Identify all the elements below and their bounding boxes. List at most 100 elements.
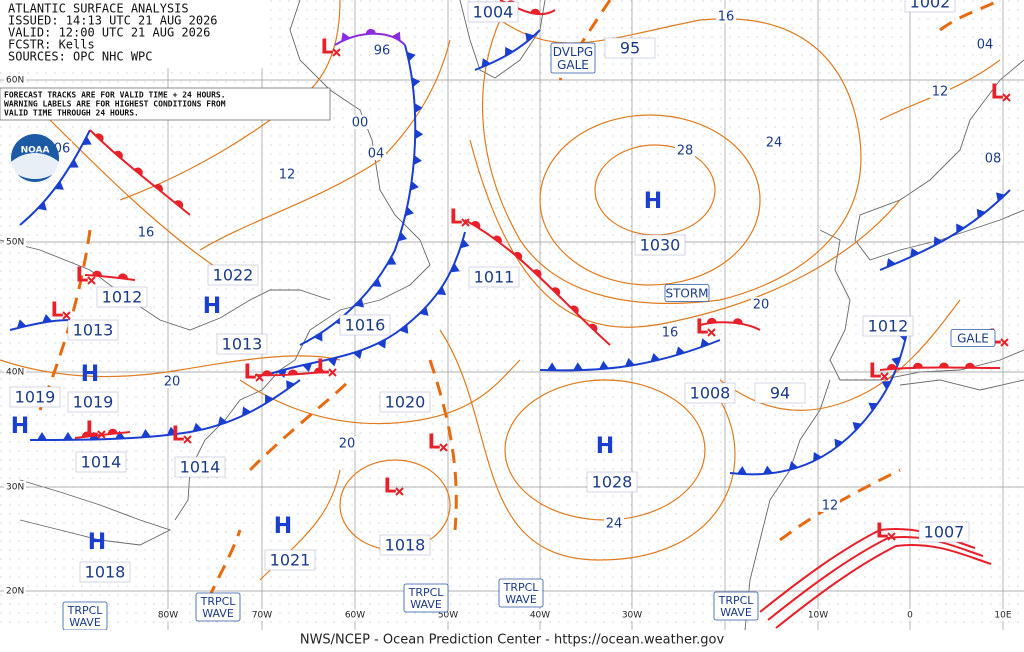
front-triangle — [302, 363, 313, 373]
front-symbol — [938, 362, 949, 368]
front-triangle — [481, 58, 491, 68]
front-triangle — [372, 278, 382, 287]
warning-box — [195, 592, 241, 622]
pressure-label: 1008 — [690, 384, 731, 403]
high-center: H — [274, 514, 292, 539]
warning-label: GALE — [957, 332, 989, 346]
pressure-label: 95 — [620, 39, 640, 58]
lon-label-box — [989, 609, 1017, 621]
front-semicircle — [91, 270, 102, 277]
front-semicircle — [588, 323, 598, 333]
lat-label: 50N — [6, 238, 24, 248]
high-center: H — [596, 434, 614, 459]
front-symbol — [419, 306, 429, 316]
front-symbol — [42, 313, 53, 323]
low-x — [707, 328, 716, 337]
warning-box — [498, 578, 544, 608]
high-center: H — [203, 294, 221, 319]
pressure-label: 1016 — [345, 316, 386, 335]
warning-label: WAVE — [410, 598, 442, 611]
front-triangle — [327, 357, 338, 367]
front-symbol — [964, 362, 975, 368]
isobar-label-box — [675, 143, 695, 157]
front-semicircle — [551, 287, 561, 296]
isobar-label-box — [716, 9, 736, 23]
lat-label-box — [4, 366, 26, 377]
front-triangle — [834, 438, 844, 449]
front-triangle — [114, 430, 125, 439]
warning-label: STORM — [665, 287, 708, 301]
low-center: L — [876, 519, 889, 543]
low-x — [880, 372, 889, 381]
front-symbol — [405, 206, 414, 217]
header-line: FCSTR: Kells — [8, 38, 95, 52]
warning-label: TRPCL — [67, 604, 104, 617]
lat-label: 60N — [6, 76, 24, 86]
warm-front — [84, 274, 136, 281]
front-triangle — [414, 103, 423, 114]
front-symbol — [675, 346, 686, 356]
pressure-box — [207, 264, 259, 286]
note-line: FORECAST TRACKS ARE FOR VALID TIME + 24 … — [4, 91, 226, 100]
front-semicircle — [94, 133, 104, 142]
pressure-box — [174, 456, 226, 478]
pressure-box — [918, 521, 970, 543]
front-triangle — [736, 466, 747, 475]
pressure-box — [467, 1, 519, 23]
low-center: L — [244, 360, 257, 384]
warning-box — [403, 583, 449, 613]
front-symbol — [513, 251, 523, 261]
isobar-label: 16 — [718, 10, 735, 25]
front-symbol — [82, 136, 92, 146]
front-symbol — [414, 103, 423, 114]
pressure-label: 1004 — [473, 3, 514, 22]
low-center: L — [384, 474, 397, 498]
front-triangle — [82, 136, 92, 146]
front-symbol — [415, 129, 424, 140]
front-symbol — [976, 208, 986, 219]
front-triangle — [525, 32, 535, 43]
lon-label: 80W — [158, 611, 178, 621]
isobar-label: 08 — [985, 152, 1002, 167]
front-triangle — [886, 258, 896, 268]
front-symbol — [327, 357, 338, 367]
front-symbol — [912, 362, 923, 368]
front-triangle — [852, 422, 862, 432]
logo-text: NOAA — [21, 146, 50, 156]
low-center: L — [317, 355, 330, 379]
pressure-label: 1019 — [73, 393, 114, 412]
front-symbol — [530, 8, 541, 15]
lon-label: 0 — [907, 611, 913, 621]
front-symbol — [114, 430, 125, 439]
front-symbol — [36, 431, 47, 441]
front-symbol — [354, 298, 364, 308]
isobar-label-box — [372, 43, 392, 57]
front-semicircle — [964, 362, 975, 368]
front-triangle — [624, 357, 635, 367]
front-triangle — [868, 402, 878, 412]
front-symbol — [868, 402, 878, 412]
isobar-label-box — [337, 436, 357, 450]
cold-front — [9, 319, 71, 331]
low-center: L — [696, 315, 709, 339]
front-semicircle — [532, 269, 542, 278]
isobar-label: 04 — [368, 147, 385, 162]
low-center: L — [869, 359, 882, 383]
front-symbol — [352, 349, 363, 360]
front-symbol — [834, 438, 844, 449]
front-symbol — [287, 369, 298, 375]
cold-front — [29, 379, 301, 441]
front-symbol — [91, 270, 102, 277]
front-triangle — [386, 256, 397, 265]
pressure-box — [754, 382, 806, 404]
warning-label: GALE — [557, 58, 589, 72]
high-center: H — [644, 189, 662, 214]
header-line: SOURCES: OPC NHC WPC — [8, 50, 153, 64]
front-triangle — [700, 338, 710, 348]
pressure-label: 1019 — [15, 388, 56, 407]
front-semicircle — [114, 150, 123, 160]
front-triangle — [460, 238, 470, 249]
pressure-box — [264, 549, 316, 571]
lon-label: 60W — [345, 611, 365, 621]
